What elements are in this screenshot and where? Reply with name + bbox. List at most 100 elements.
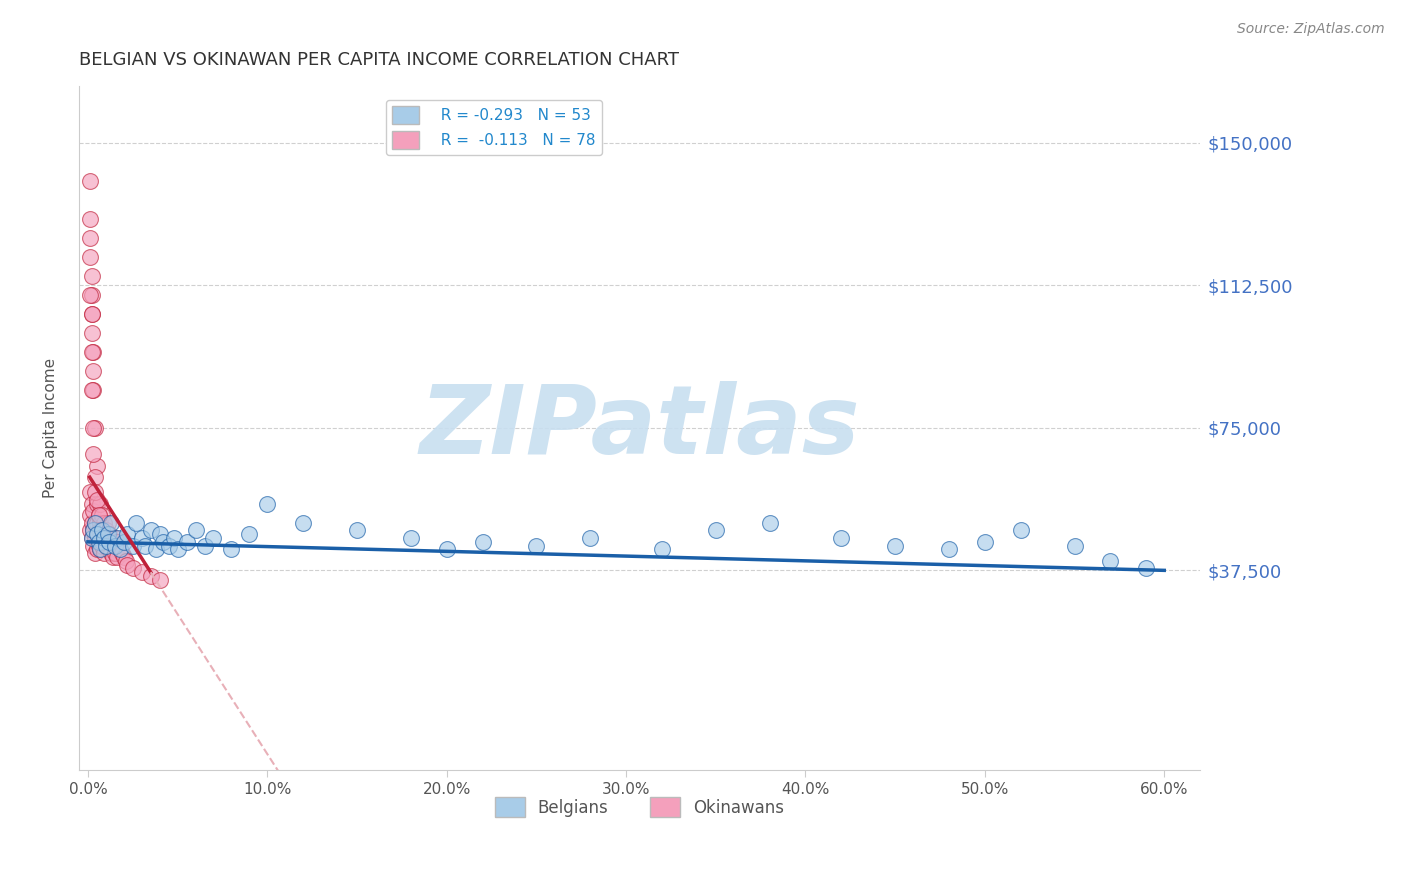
Point — [145, 542, 167, 557]
Point — [89, 516, 111, 530]
Point — [80, 383, 103, 397]
Point — [86, 516, 108, 530]
Point — [80, 268, 103, 283]
Point — [80, 344, 103, 359]
Point — [134, 539, 156, 553]
Point — [114, 554, 136, 568]
Point — [292, 516, 315, 530]
Point — [89, 542, 111, 557]
Y-axis label: Per Capita Income: Per Capita Income — [44, 358, 58, 498]
Point — [830, 531, 852, 545]
Point — [1135, 561, 1157, 575]
Point — [166, 542, 188, 557]
Point — [184, 524, 207, 538]
Point — [704, 524, 727, 538]
Point — [89, 527, 111, 541]
Point — [82, 524, 104, 538]
Point — [86, 493, 108, 508]
Point — [100, 516, 122, 530]
Point — [89, 497, 111, 511]
Point — [84, 531, 107, 545]
Text: Source: ZipAtlas.com: Source: ZipAtlas.com — [1237, 22, 1385, 37]
Point — [98, 527, 121, 541]
Point — [471, 534, 494, 549]
Point — [938, 542, 960, 557]
Point — [94, 539, 117, 553]
Point — [87, 539, 110, 553]
Point — [121, 561, 143, 575]
Point — [108, 542, 131, 557]
Point — [108, 542, 131, 557]
Point — [157, 539, 180, 553]
Point — [80, 326, 103, 340]
Point — [100, 531, 122, 545]
Point — [84, 546, 107, 560]
Point — [82, 504, 104, 518]
Point — [1063, 539, 1085, 553]
Point — [79, 211, 101, 226]
Point — [651, 542, 673, 557]
Point — [117, 527, 139, 541]
Point — [97, 534, 120, 549]
Point — [1010, 524, 1032, 538]
Point — [125, 516, 148, 530]
Point — [399, 531, 422, 545]
Point — [238, 527, 260, 541]
Text: BELGIAN VS OKINAWAN PER CAPITA INCOME CORRELATION CHART: BELGIAN VS OKINAWAN PER CAPITA INCOME CO… — [79, 51, 679, 69]
Point — [152, 534, 174, 549]
Point — [91, 539, 114, 553]
Point — [80, 307, 103, 321]
Point — [579, 531, 602, 545]
Point — [221, 542, 243, 557]
Point — [112, 549, 135, 564]
Point — [82, 344, 104, 359]
Point — [93, 516, 115, 530]
Point — [91, 524, 114, 538]
Point — [94, 539, 117, 553]
Point — [526, 539, 548, 553]
Point — [80, 531, 103, 545]
Point — [107, 539, 129, 553]
Point — [973, 534, 995, 549]
Point — [256, 497, 278, 511]
Point — [111, 546, 134, 560]
Point — [84, 516, 107, 530]
Point — [82, 364, 104, 378]
Point — [86, 527, 108, 541]
Point — [80, 287, 103, 301]
Point — [80, 497, 103, 511]
Point — [93, 531, 115, 545]
Point — [79, 485, 101, 500]
Point — [82, 421, 104, 435]
Point — [94, 524, 117, 538]
Point — [87, 508, 110, 523]
Point — [84, 516, 107, 530]
Point — [112, 534, 135, 549]
Point — [89, 524, 111, 538]
Point — [131, 531, 153, 545]
Point — [117, 558, 139, 572]
Point — [84, 485, 107, 500]
Point — [346, 524, 368, 538]
Point — [98, 542, 121, 557]
Point — [91, 508, 114, 523]
Point — [79, 250, 101, 264]
Point — [80, 516, 103, 530]
Point — [98, 534, 121, 549]
Point — [1099, 554, 1122, 568]
Point — [193, 539, 215, 553]
Point — [86, 458, 108, 473]
Point — [202, 531, 225, 545]
Point — [131, 566, 153, 580]
Point — [79, 230, 101, 244]
Point — [104, 546, 127, 560]
Point — [79, 508, 101, 523]
Point — [87, 508, 110, 523]
Point — [80, 307, 103, 321]
Point — [82, 539, 104, 553]
Point — [79, 287, 101, 301]
Point — [91, 534, 114, 549]
Point — [101, 549, 124, 564]
Point — [93, 531, 115, 545]
Point — [91, 524, 114, 538]
